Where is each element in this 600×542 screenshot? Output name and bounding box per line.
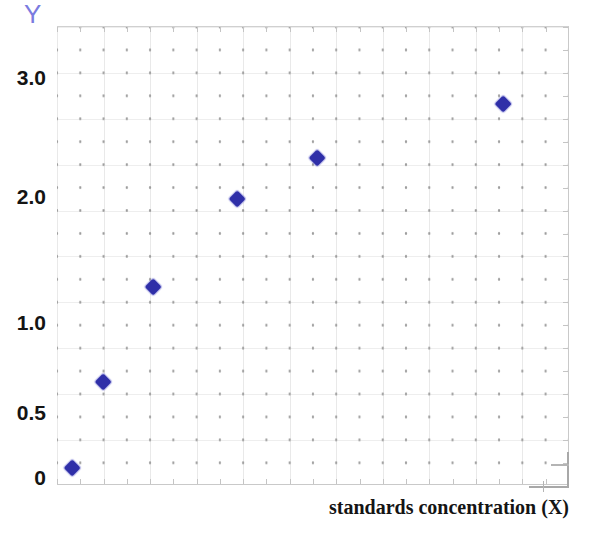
right-axis-ticks xyxy=(563,27,568,484)
x-axis-title: standards concentration (X) xyxy=(329,496,569,519)
plot-area xyxy=(57,26,569,485)
bottom-axis-ticks xyxy=(57,479,568,484)
corner-bracket-horizontal xyxy=(551,464,569,466)
y-axis-title: Y xyxy=(24,1,41,27)
y-tick-label: 0.5 xyxy=(0,401,46,425)
corner-bracket-base xyxy=(529,486,569,488)
top-axis-ticks xyxy=(57,27,568,32)
standard-curve-chart: Y 3.0 2.0 1.0 0.5 0 standards concentration … xyxy=(0,0,600,542)
y-tick-label: 3.0 xyxy=(0,66,46,90)
corner-bracket-tick xyxy=(543,481,544,492)
y-tick-label: 1.0 xyxy=(0,311,46,335)
grid-dots xyxy=(57,27,568,484)
y-tick-label: 0 xyxy=(0,466,46,490)
corner-bracket-vertical xyxy=(567,452,569,488)
y-tick-label: 2.0 xyxy=(0,185,46,209)
